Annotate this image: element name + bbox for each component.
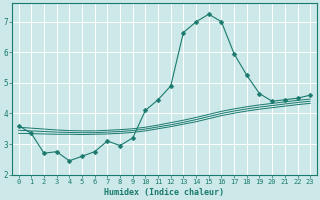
- X-axis label: Humidex (Indice chaleur): Humidex (Indice chaleur): [104, 188, 224, 197]
